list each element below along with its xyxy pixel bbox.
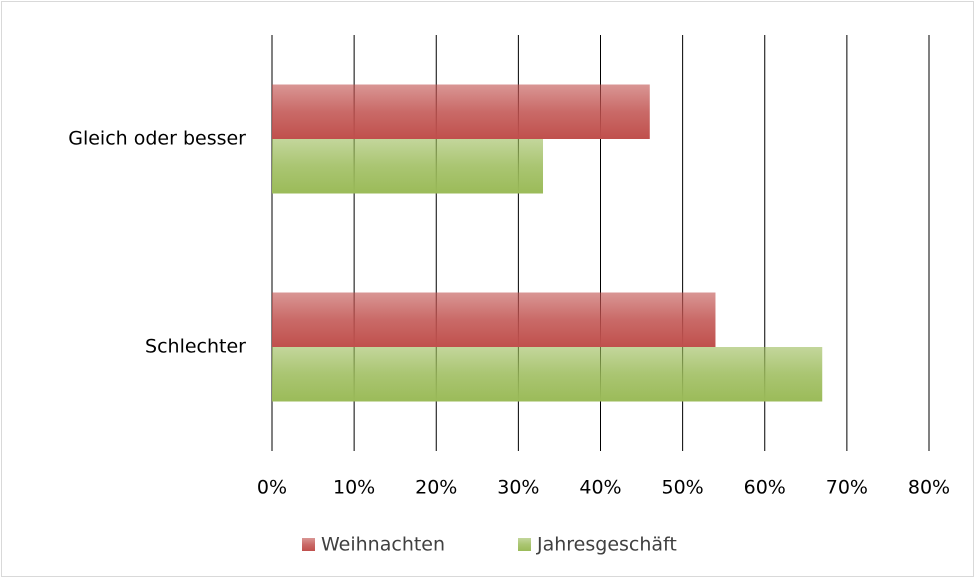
legend-swatch xyxy=(518,538,531,551)
x-tick-label: 40% xyxy=(579,477,621,499)
x-tick-label: 30% xyxy=(497,477,539,499)
x-tick-label: 70% xyxy=(826,477,868,499)
bar xyxy=(272,292,716,347)
legend-swatch xyxy=(302,538,315,551)
bar xyxy=(272,347,823,402)
x-tick-label: 10% xyxy=(333,477,375,499)
x-tick-label: 50% xyxy=(662,477,704,499)
legend-label: Weihnachten xyxy=(321,534,445,556)
x-tick-label: 80% xyxy=(908,477,950,499)
x-tick-label: 20% xyxy=(415,477,457,499)
x-tick-label: 0% xyxy=(257,477,287,499)
bar xyxy=(272,139,544,194)
y-tick-label: Schlechter xyxy=(145,336,246,358)
legend-label: Jahresgeschäft xyxy=(536,534,677,556)
x-tick-label: 60% xyxy=(744,477,786,499)
bar xyxy=(272,84,650,139)
y-tick-label: Gleich oder besser xyxy=(68,128,246,150)
